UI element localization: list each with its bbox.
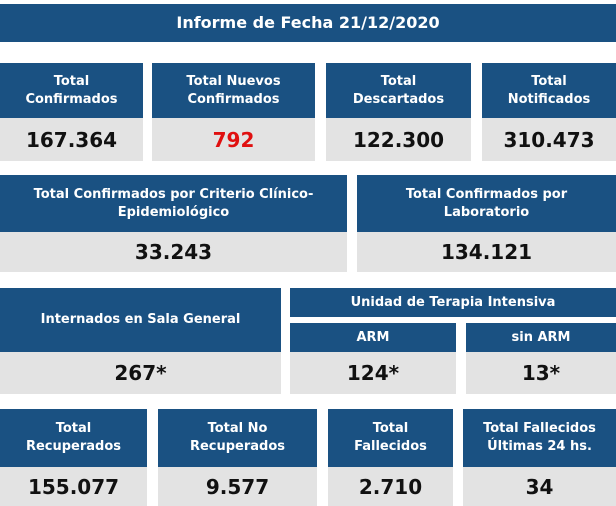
total-confirmados-label: Total Confirmados — [0, 63, 143, 118]
total-recuperados-label: Total Recuperados — [0, 409, 147, 467]
arm-value: 124* — [290, 352, 456, 394]
total-no-recuperados-value: 9.577 — [158, 467, 317, 506]
fallecidos-24hs-label: Total Fallecidos Últimas 24 hs. — [463, 409, 616, 467]
uti-label: Unidad de Terapia Intensiva — [290, 288, 616, 317]
total-fallecidos-label: Total Fallecidos — [328, 409, 453, 467]
total-notificados-label: Total Notificados — [482, 63, 616, 118]
total-fallecidos-value: 2.710 — [328, 467, 453, 506]
total-no-recuperados-label: Total No Recuperados — [158, 409, 317, 467]
confirmados-clinico-value: 33.243 — [0, 232, 347, 272]
confirmados-laboratorio-label: Total Confirmados por Laboratorio — [357, 175, 616, 232]
report-title: Informe de Fecha 21/12/2020 — [0, 4, 616, 42]
total-recuperados-value: 155.077 — [0, 467, 147, 506]
internados-sala-value: 267* — [0, 352, 281, 394]
total-nuevos-confirmados-label: Total Nuevos Confirmados — [152, 63, 315, 118]
internados-sala-label: Internados en Sala General — [0, 288, 281, 352]
total-notificados-value: 310.473 — [482, 118, 616, 161]
sin-arm-label: sin ARM — [466, 323, 616, 352]
arm-label: ARM — [290, 323, 456, 352]
total-nuevos-confirmados-value: 792 — [152, 118, 315, 161]
confirmados-clinico-label: Total Confirmados por Criterio Clínico- … — [0, 175, 347, 232]
total-descartados-label: Total Descartados — [326, 63, 471, 118]
total-confirmados-value: 167.364 — [0, 118, 143, 161]
sin-arm-value: 13* — [466, 352, 616, 394]
confirmados-laboratorio-value: 134.121 — [357, 232, 616, 272]
total-descartados-value: 122.300 — [326, 118, 471, 161]
fallecidos-24hs-value: 34 — [463, 467, 616, 506]
